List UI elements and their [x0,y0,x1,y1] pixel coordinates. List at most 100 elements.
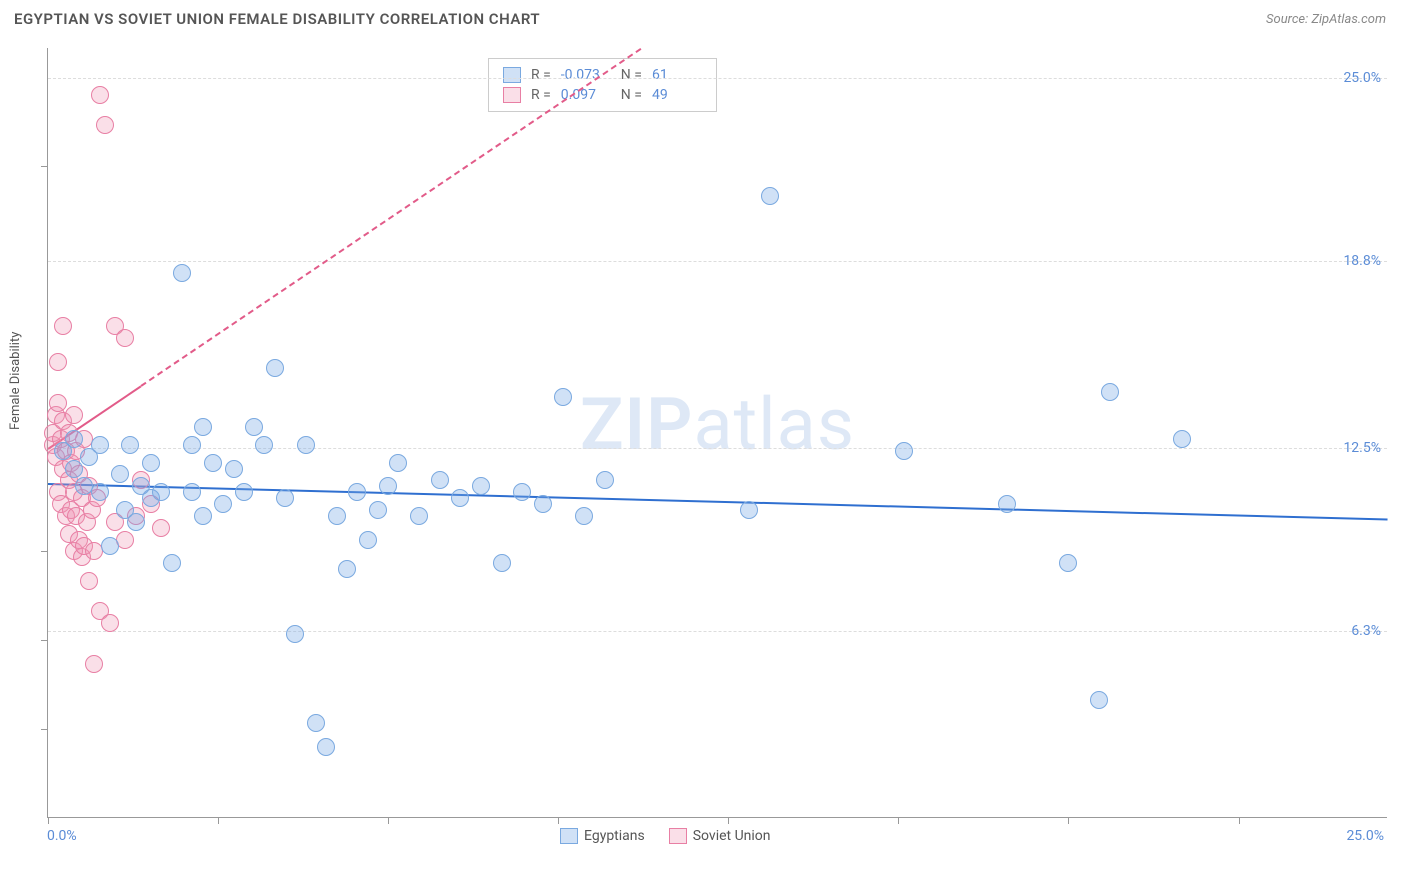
y-axis-label: 25.0% [1343,70,1381,86]
legend: Egyptians Soviet Union [560,828,771,844]
legend-item: Soviet Union [669,828,771,844]
scatter-point [65,430,83,448]
scatter-point [286,625,304,643]
scatter-point [65,460,83,478]
scatter-point [91,483,109,501]
legend-label: Soviet Union [693,828,771,844]
legend-item: Egyptians [560,828,645,844]
gridline [48,448,1387,449]
chart-title: EGYPTIAN VS SOVIET UNION FEMALE DISABILI… [14,10,540,28]
scatter-point [317,738,335,756]
scatter-point [328,507,346,525]
correlation-stats-box: R =-0.073N =61R =0.097N =49 [488,58,717,112]
y-tick [41,729,48,730]
r-label: R = [531,87,551,103]
scatter-point [204,454,222,472]
scatter-point [65,406,83,424]
chart-source: Source: ZipAtlas.com [1266,12,1386,27]
scatter-point [1101,383,1119,401]
y-axis-label: 18.8% [1343,253,1381,269]
y-axis-title: Female Disability [8,332,23,430]
scatter-point [163,554,181,572]
scatter-point [173,264,191,282]
scatter-point [554,388,572,406]
scatter-point [472,477,490,495]
scatter-point [431,471,449,489]
scatter-point [214,495,232,513]
x-tick [558,817,559,824]
scatter-point [225,460,243,478]
scatter-point [194,507,212,525]
scatter-point [183,436,201,454]
x-tick [1068,817,1069,824]
n-value: 49 [652,87,702,103]
watermark: ZIPatlas [580,382,855,467]
scatter-point [379,477,397,495]
x-tick [728,817,729,824]
scatter-point [101,614,119,632]
scatter-point [493,554,511,572]
gridline [48,261,1387,262]
series-swatch [503,67,521,83]
scatter-point [80,572,98,590]
x-tick [48,817,49,824]
scatter-point [235,483,253,501]
x-axis-min-label: 0.0% [47,828,77,844]
x-tick [1239,817,1240,824]
scatter-point [121,436,139,454]
scatter-point [91,86,109,104]
scatter-point [116,329,134,347]
scatter-point [513,483,531,501]
scatter-point [96,116,114,134]
scatter-point [596,471,614,489]
trend-line-dashed [140,48,641,387]
series-swatch [503,87,521,103]
scatter-point [895,442,913,460]
scatter-point [255,436,273,454]
y-axis-label: 12.5% [1343,440,1381,456]
n-value: 61 [652,67,702,83]
y-axis-label: 6.3% [1351,623,1381,639]
scatter-point [1090,691,1108,709]
x-tick [388,817,389,824]
scatter-point [101,537,119,555]
x-tick [898,817,899,824]
gridline [48,78,1387,79]
scatter-point [85,655,103,673]
scatter-point [1173,430,1191,448]
scatter-point [740,501,758,519]
scatter-point [761,187,779,205]
scatter-point [127,513,145,531]
scatter-point [451,489,469,507]
scatter-point [152,519,170,537]
scatter-point [91,436,109,454]
scatter-point [183,483,201,501]
legend-swatch [560,828,578,844]
scatter-point [1059,554,1077,572]
y-tick [41,640,48,641]
stats-row: R =0.097N =49 [503,85,702,105]
gridline [48,631,1387,632]
scatter-point [49,394,67,412]
scatter-point [575,507,593,525]
scatter-point [297,436,315,454]
chart-header: EGYPTIAN VS SOVIET UNION FEMALE DISABILI… [0,0,1406,38]
scatter-point [534,495,552,513]
scatter-point [348,483,366,501]
scatter-point [116,531,134,549]
y-tick [41,551,48,552]
n-label: N = [621,67,642,83]
scatter-point [410,507,428,525]
scatter-point [338,560,356,578]
scatter-plot-area: ZIPatlas R =-0.073N =61R =0.097N =49 25.… [47,48,1387,818]
y-tick [41,166,48,167]
n-label: N = [621,87,642,103]
x-tick [218,817,219,824]
scatter-point [194,418,212,436]
legend-label: Egyptians [584,828,645,844]
scatter-point [245,418,263,436]
x-axis-max-label: 25.0% [1346,828,1384,844]
scatter-point [998,495,1016,513]
scatter-point [54,317,72,335]
scatter-point [307,714,325,732]
